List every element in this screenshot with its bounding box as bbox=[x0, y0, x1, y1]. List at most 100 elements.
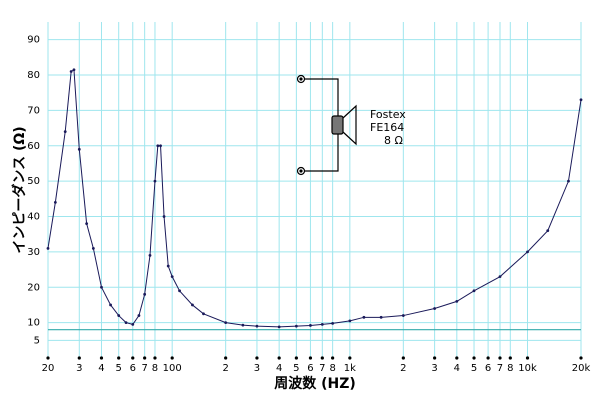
x-tick-mark bbox=[294, 356, 298, 360]
y-tick-label: 20 bbox=[27, 282, 40, 293]
x-tick-label: 6 bbox=[485, 363, 491, 374]
x-tick-label: 5 bbox=[293, 363, 299, 374]
x-tick-label: 4 bbox=[98, 363, 104, 374]
x-tick-mark bbox=[143, 356, 147, 360]
speaker-cone bbox=[342, 104, 357, 146]
x-tick-label: 8 bbox=[329, 363, 335, 374]
data-point bbox=[72, 68, 76, 72]
data-point bbox=[162, 215, 166, 218]
x-tick-label: 10k bbox=[518, 363, 537, 374]
x-tick-label: 6 bbox=[130, 363, 136, 374]
data-point bbox=[191, 303, 194, 307]
x-tick-label: 6 bbox=[307, 363, 313, 374]
data-point bbox=[63, 130, 67, 134]
y-tick-label: 30 bbox=[27, 247, 40, 258]
speaker-diagram bbox=[296, 74, 357, 176]
x-tick-label: 4 bbox=[454, 363, 460, 374]
x-tick-label: 8 bbox=[507, 363, 513, 374]
x-tick-mark bbox=[498, 356, 502, 360]
data-point bbox=[455, 300, 459, 303]
data-point bbox=[170, 275, 174, 279]
y-tick-label: 5 bbox=[34, 335, 40, 346]
data-point bbox=[224, 321, 228, 325]
x-tick-label: 7 bbox=[497, 363, 503, 374]
data-point bbox=[320, 323, 324, 326]
data-point bbox=[91, 246, 95, 250]
x-tick-label: 4 bbox=[276, 363, 282, 374]
data-point bbox=[579, 98, 583, 102]
x-tick-mark bbox=[401, 356, 405, 360]
data-point bbox=[401, 314, 405, 317]
data-point bbox=[331, 321, 335, 325]
speaker-magnet bbox=[331, 115, 344, 135]
data-point bbox=[124, 321, 128, 325]
data-point bbox=[153, 179, 157, 183]
data-point bbox=[69, 70, 73, 73]
x-tick-label: 100 bbox=[163, 363, 182, 374]
data-point bbox=[362, 315, 366, 319]
data-point bbox=[348, 319, 352, 323]
y-tick-label: 40 bbox=[27, 212, 40, 223]
x-tick-label: 20k bbox=[572, 363, 591, 374]
x-tick-mark bbox=[46, 356, 50, 360]
y-tick-label: 50 bbox=[27, 176, 40, 187]
x-tick-label: 5 bbox=[471, 363, 477, 374]
data-point bbox=[46, 246, 50, 250]
y-axis-label: インピーダンス (Ω) bbox=[11, 126, 28, 253]
data-point bbox=[143, 292, 147, 296]
data-point bbox=[277, 325, 281, 329]
x-tick-label: 7 bbox=[141, 363, 147, 374]
x-tick-mark bbox=[99, 356, 104, 360]
x-tick-mark bbox=[525, 356, 530, 360]
x-tick-mark bbox=[131, 356, 135, 360]
x-tick-mark bbox=[153, 356, 157, 360]
data-point bbox=[148, 254, 152, 257]
data-point bbox=[85, 222, 89, 226]
x-tick-label: 20 bbox=[42, 363, 55, 374]
data-point bbox=[294, 324, 298, 328]
x-tick-label: 8 bbox=[152, 363, 158, 374]
x-tick-mark bbox=[348, 356, 352, 360]
data-point bbox=[156, 144, 160, 148]
annotation: Fostex bbox=[370, 108, 406, 121]
x-tick-mark bbox=[277, 356, 281, 360]
data-point bbox=[109, 303, 112, 307]
x-tick-mark bbox=[433, 356, 437, 360]
x-axis-label: 周波数 (HZ) bbox=[274, 375, 356, 392]
x-tick-label: 5 bbox=[116, 363, 122, 374]
x-tick-label: 3 bbox=[254, 363, 260, 374]
data-point bbox=[178, 289, 181, 293]
x-tick-mark bbox=[308, 356, 313, 360]
x-tick-mark bbox=[486, 356, 490, 360]
x-tick-label: 2 bbox=[400, 363, 406, 374]
data-point bbox=[379, 315, 383, 319]
data-point bbox=[137, 314, 141, 317]
y-tick-label: 70 bbox=[27, 105, 40, 116]
data-point bbox=[498, 275, 502, 279]
y-tick-label: 80 bbox=[27, 70, 40, 81]
data-point bbox=[433, 307, 437, 310]
x-tick-mark bbox=[77, 356, 81, 360]
data-point bbox=[100, 285, 103, 289]
x-tick-mark bbox=[508, 356, 512, 360]
x-tick-label: 3 bbox=[76, 363, 82, 374]
annotation: FE164 bbox=[370, 121, 404, 134]
y-tick-label: 90 bbox=[27, 35, 40, 46]
terminal-dot bbox=[299, 169, 303, 173]
data-point bbox=[117, 314, 121, 317]
annotation: 8 Ω bbox=[384, 134, 403, 147]
data-point bbox=[166, 264, 170, 268]
x-tick-mark bbox=[170, 356, 174, 360]
y-tick-label: 10 bbox=[27, 318, 40, 329]
x-tick-mark bbox=[255, 356, 259, 360]
x-tick-mark bbox=[224, 356, 228, 360]
data-point bbox=[567, 179, 570, 183]
data-point bbox=[77, 147, 81, 151]
x-tick-label: 3 bbox=[431, 363, 437, 374]
data-point bbox=[241, 323, 245, 327]
data-point bbox=[255, 324, 259, 328]
data-point bbox=[202, 312, 205, 316]
x-tick-label: 1k bbox=[344, 363, 356, 374]
data-point bbox=[159, 144, 162, 148]
x-tick-label: 7 bbox=[319, 363, 325, 374]
